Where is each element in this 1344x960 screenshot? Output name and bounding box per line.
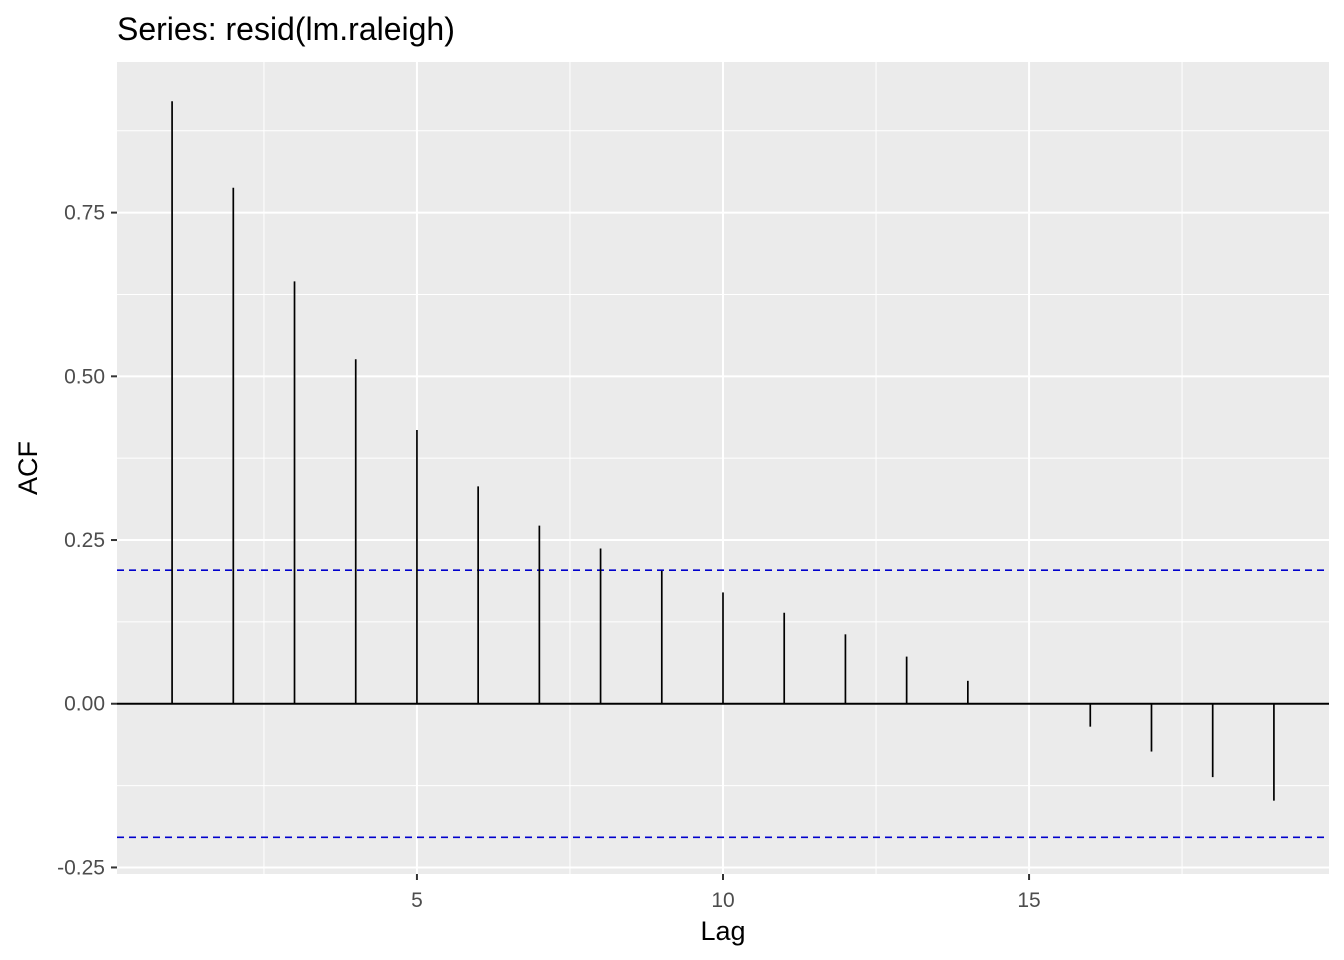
- x-tick-label: 5: [411, 889, 423, 912]
- chart-title: Series: resid(lm.raleigh): [117, 11, 455, 47]
- y-axis-ticks: -0.25 0.00 0.25 0.50 0.75: [57, 202, 117, 879]
- y-tick-label: 0.25: [64, 529, 105, 552]
- y-tick-label: 0.75: [64, 202, 105, 225]
- x-tick-label: 15: [1017, 889, 1040, 912]
- y-axis-title: ACF: [13, 441, 43, 495]
- x-axis-ticks: 5 10 15: [411, 874, 1041, 912]
- x-tick-label: 10: [711, 889, 734, 912]
- y-tick-label: 0.00: [64, 693, 105, 716]
- confidence-lines: [117, 569, 1329, 839]
- y-tick-label: -0.25: [57, 856, 105, 879]
- acf-stems: [171, 101, 1275, 801]
- y-tick-label: 0.50: [64, 365, 105, 388]
- x-axis-title: Lag: [700, 916, 745, 946]
